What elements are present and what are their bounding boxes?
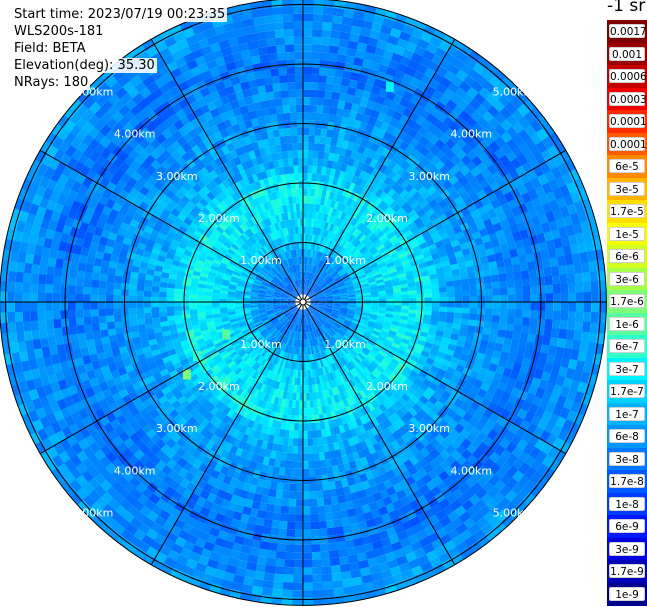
- elevation-text: Elevation(deg): 35.30: [12, 58, 157, 73]
- ring-label: 5.00km: [72, 506, 114, 519]
- backscatter-field: [0, 0, 607, 606]
- colorbar-tick-label: 3e-6: [609, 271, 645, 286]
- spoke-300: [39, 149, 304, 303]
- spoke-210: [150, 301, 304, 566]
- colorbar-tick-label: 3e-9: [609, 541, 645, 556]
- spoke-60: [302, 149, 567, 303]
- colorbar-tick-label: 0.0003: [609, 91, 647, 106]
- feature-patch-2: [222, 329, 231, 340]
- colorbar-tick-label: 1e-9: [609, 586, 645, 601]
- spoke-150: [302, 301, 456, 566]
- spoke-120: [302, 301, 567, 455]
- colorbar-tick-label: 1e-5: [609, 226, 645, 241]
- ring-label: 2.00km: [198, 380, 240, 393]
- ring-label: 2.00km: [366, 380, 408, 393]
- instrument-text: WLS200s-181: [12, 24, 106, 39]
- colorbar-unit: -1 sr: [607, 0, 646, 16]
- colorbar-tick-label: 1.7e-6: [609, 294, 645, 309]
- colorbar-tick-label: 3e-8: [609, 451, 645, 466]
- colorbar-tick-label: 0.001: [609, 46, 645, 61]
- nrays-text: NRays: 180: [12, 75, 91, 90]
- colorbar-tick-label: 0.00017: [609, 114, 647, 129]
- radar-origin: [299, 298, 307, 306]
- feature-patch-3: [385, 81, 394, 92]
- colorbar-tick-label: 1.7e-7: [609, 384, 645, 399]
- colorbar-tick-label: 1.7e-8: [609, 474, 645, 489]
- ring-label: 4.00km: [451, 464, 493, 477]
- info-box: Start time: 2023/07/19 00:23:35 WLS200s-…: [12, 6, 228, 91]
- azimuth-spokes: [0, 0, 607, 606]
- spoke-30: [302, 38, 456, 303]
- ring-label: 2.00km: [366, 212, 408, 225]
- ring-label: 1.00km: [240, 254, 282, 267]
- ring-label: 3.00km: [408, 422, 450, 435]
- colorbar-tick-label: 6e-6: [609, 249, 645, 264]
- ring-label: 1.00km: [324, 338, 366, 351]
- field-text: Field: BETA: [12, 41, 88, 56]
- ring-label: 5.00km: [493, 86, 535, 99]
- ring-label: 3.00km: [156, 422, 198, 435]
- colorbar-tick-label: 0.0017: [609, 24, 647, 39]
- colorbar-tick-label: 1e-8: [609, 496, 645, 511]
- spoke-240: [39, 301, 304, 455]
- colorbar-tick-label: 6e-7: [609, 339, 645, 354]
- colorbar-tick-label: 6e-5: [609, 159, 645, 174]
- colorbar-tick-label: 1e-7: [609, 406, 645, 421]
- ring-label: 4.00km: [451, 128, 493, 141]
- ring-label: 1.00km: [240, 338, 282, 351]
- colorbar-tick-label: 3e-7: [609, 361, 645, 376]
- colorbar-tick-label: 0.0006: [609, 69, 647, 84]
- spoke-330: [150, 38, 304, 303]
- colorbar-tick-label: 3e-5: [609, 181, 645, 196]
- ring-label: 3.00km: [156, 170, 198, 183]
- ring-label: 4.00km: [114, 128, 156, 141]
- start-time-text: Start time: 2023/07/19 00:23:35: [12, 7, 228, 22]
- feature-patch-0: [182, 369, 191, 380]
- ring-label: 2.00km: [198, 212, 240, 225]
- colorbar-tick-label: 0.0001: [609, 136, 647, 151]
- colorbar-tick-label: 6e-9: [609, 519, 645, 534]
- colorbar-tick-label: 1e-6: [609, 316, 645, 331]
- ring-label: 5.00km: [493, 506, 535, 519]
- colorbar-tick-label: 6e-8: [609, 429, 645, 444]
- ring-labels: 1.00km 1.00km 1.00km 1.00km 2.00km 2.00km 2.00…: [72, 86, 534, 520]
- ring-label: 1.00km: [324, 254, 366, 267]
- colorbar-tick-label: 1.7e-5: [609, 204, 645, 219]
- colorbar-tick-label: 1.7e-9: [609, 564, 645, 579]
- ring-label: 3.00km: [408, 170, 450, 183]
- colorbar: 0.0017 0.001 0.0006 0.0003 0.00017 0.0001 6e-5…: [607, 20, 647, 606]
- ring-label: 4.00km: [114, 464, 156, 477]
